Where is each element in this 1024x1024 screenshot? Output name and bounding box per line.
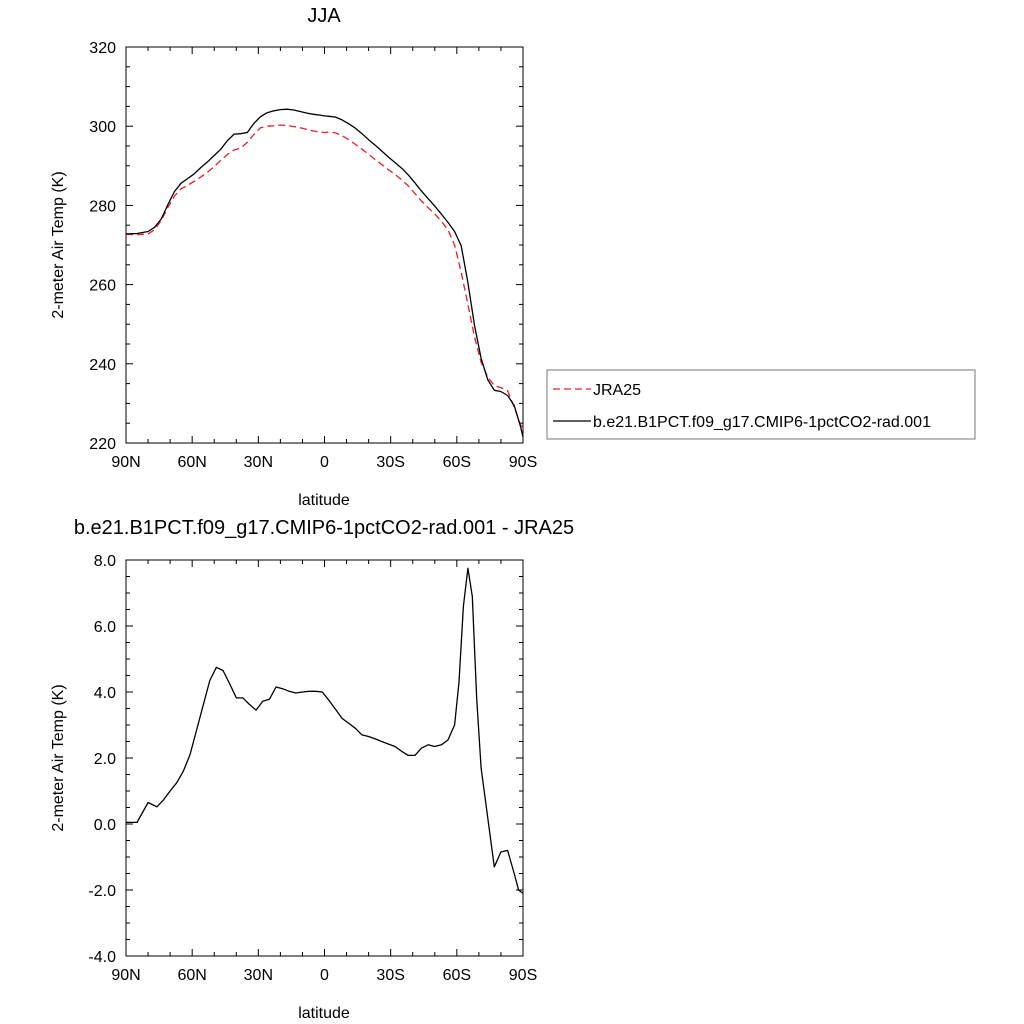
- y-tick-label: 8.0: [94, 553, 116, 570]
- legend: JRA25 b.e21.B1PCT.f09_g17.CMIP6-1pctCO2-…: [546, 369, 976, 440]
- legend-label-jra25: JRA25: [593, 382, 641, 399]
- legend-box: [546, 369, 976, 440]
- x-tick-label: 60S: [443, 967, 471, 984]
- series-line-jra25: [125, 124, 524, 429]
- x-tick-label: 60N: [177, 967, 206, 984]
- chart-bottom: b.e21.B1PCT.f09_g17.CMIP6-1pctCO2-rad.00…: [50, 517, 574, 1022]
- x-tick-label: 30S: [376, 454, 404, 471]
- plot-frame: [125, 46, 524, 444]
- y-tick-label: 6.0: [94, 619, 116, 636]
- plot-frame: [125, 559, 524, 957]
- x-axis-title: latitude: [298, 1005, 350, 1022]
- y-tick-label: 260: [89, 278, 116, 295]
- y-tick-label: 300: [89, 119, 116, 136]
- y-axis-title: 2-meter Air Temp (K): [50, 684, 67, 831]
- y-axis-title: 2-meter Air Temp (K): [50, 171, 67, 318]
- y-tick-label: 320: [89, 40, 116, 57]
- x-tick-label: 30N: [244, 967, 273, 984]
- y-tick-label: 2.0: [94, 751, 116, 768]
- axis-ticks: [125, 559, 524, 957]
- x-tick-label: 60S: [443, 454, 471, 471]
- y-tick-label: 220: [89, 436, 116, 453]
- y-tick-label: -4.0: [88, 949, 116, 966]
- series-line-diff-0: [126, 567, 524, 894]
- x-tick-label: 90S: [509, 454, 537, 471]
- series-group: [126, 567, 524, 894]
- y-tick-label: -2.0: [88, 883, 116, 900]
- x-tick-label: 90N: [111, 967, 140, 984]
- y-tick-label: 240: [89, 357, 116, 374]
- x-tick-labels: 90N 60N 30N 0 30S 60S 90S: [111, 454, 537, 471]
- x-tick-labels: 90N 60N 30N 0 30S 60S 90S: [111, 967, 537, 984]
- axis-ticks: [125, 46, 524, 444]
- legend-label-model: b.e21.B1PCT.f09_g17.CMIP6-1pctCO2-rad.00…: [593, 414, 931, 431]
- chart-title: JJA: [307, 5, 341, 27]
- series-group: [125, 108, 524, 438]
- y-tick-label: 4.0: [94, 685, 116, 702]
- x-tick-label: 30N: [244, 454, 273, 471]
- y-tick-labels: 220 240 260 280 300 320: [89, 40, 116, 453]
- x-tick-label: 30S: [376, 967, 404, 984]
- y-tick-label: 280: [89, 198, 116, 215]
- x-tick-label: 60N: [177, 454, 206, 471]
- y-tick-label: 0.0: [94, 817, 116, 834]
- x-tick-label: 0: [320, 967, 329, 984]
- chart-title: b.e21.B1PCT.f09_g17.CMIP6-1pctCO2-rad.00…: [74, 517, 574, 539]
- chart-top: JJA 90N 60N 30N 0 30S 60S 90S 220 240 260 280 300 3…: [50, 5, 976, 509]
- x-tick-label: 90S: [509, 967, 537, 984]
- series-line-b-e21-b1pct-f09-g17-cmip6-1pctco2-rad-001: [125, 108, 524, 438]
- x-tick-label: 0: [320, 454, 329, 471]
- x-tick-label: 90N: [111, 454, 140, 471]
- y-tick-labels: -4.0 -2.0 0.0 2.0 4.0 6.0 8.0: [88, 553, 116, 966]
- x-axis-title: latitude: [298, 492, 350, 509]
